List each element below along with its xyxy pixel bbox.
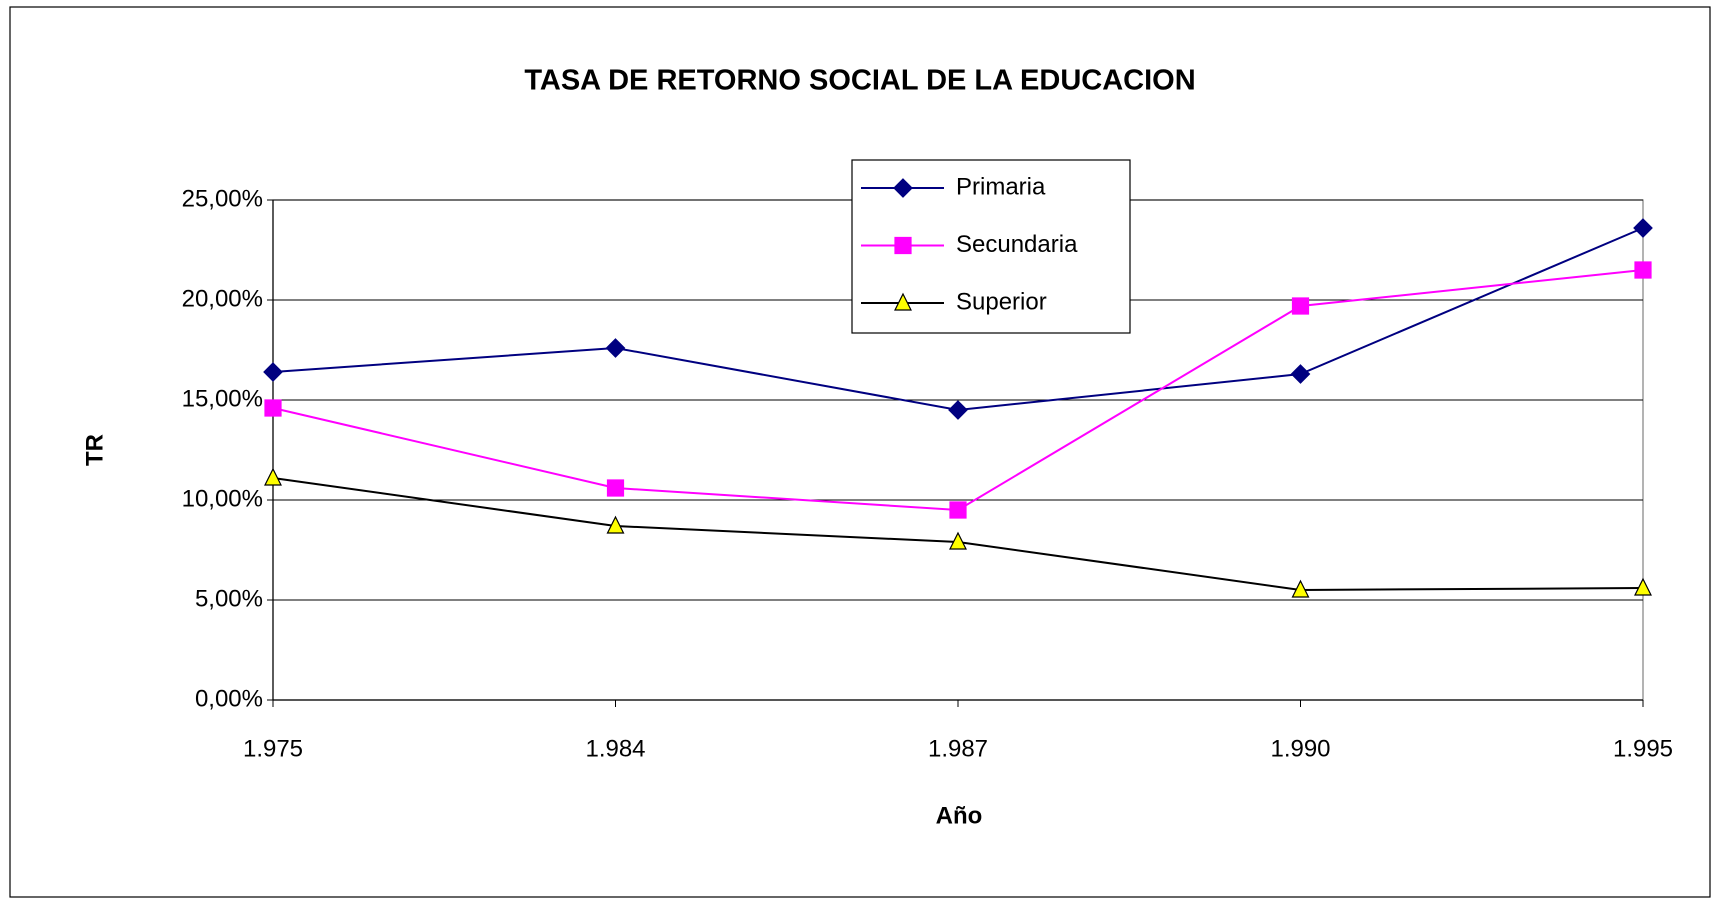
legend-marker [893,178,913,198]
data-point [1291,297,1310,315]
x-tick-label: 1.990 [1270,735,1330,762]
y-tick-label: 25,00% [182,185,263,212]
chart-title: TASA DE RETORNO SOCIAL DE LA EDUCACION [524,65,1195,97]
x-tick-label: 1.987 [928,735,988,762]
y-tick-label: 15,00% [182,385,263,412]
y-tick-label: 10,00% [182,485,263,512]
data-point [1634,577,1652,596]
legend-label: Secundaria [956,231,1078,258]
x-tick-label: 1.995 [1613,735,1673,762]
data-point [1633,218,1653,238]
data-point [264,399,282,417]
data-point [948,400,968,420]
data-point [1290,364,1311,384]
legend-label: Primaria [956,173,1046,200]
x-tick-label: 1.984 [585,735,645,762]
y-axis-label: TR [81,434,108,466]
legend-label: Superior [956,288,1047,315]
x-tick-label: 1.975 [243,735,303,762]
data-point [1291,579,1310,598]
legend-marker [894,236,912,255]
data-point [949,501,967,519]
y-tick-label: 0,00% [195,685,263,712]
y-tick-label: 5,00% [195,585,263,612]
legend-marker [894,292,912,311]
data-point [949,531,967,550]
data-point [606,515,625,534]
y-tick-label: 20,00% [182,285,263,312]
x-axis-label: Año [936,802,983,829]
data-point [606,479,625,497]
data-point [263,362,283,382]
data-point [264,467,282,486]
data-point [605,338,626,358]
data-point [1634,261,1652,279]
